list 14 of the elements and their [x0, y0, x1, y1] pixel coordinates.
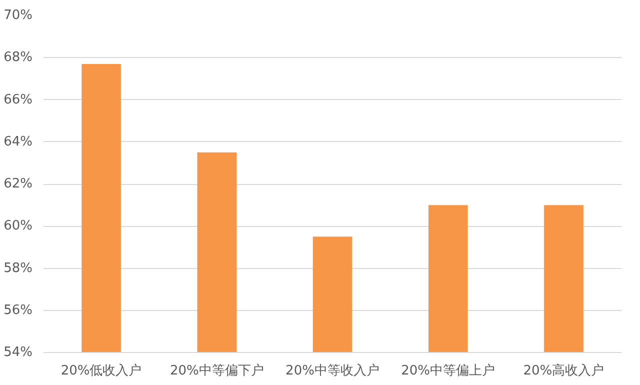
- y-tick-label: 54%: [4, 345, 33, 360]
- y-tick-label: 64%: [4, 134, 33, 150]
- y-tick-label: 56%: [4, 302, 33, 318]
- x-tick-label: 20%中等偏下户: [170, 364, 264, 378]
- x-tick-label: 20%中等偏上户: [401, 364, 496, 378]
- y-tick-label: 68%: [4, 50, 33, 66]
- x-tick-label: 20%高收入户: [523, 362, 604, 378]
- y-tick-label: 70%: [4, 8, 33, 23]
- y-tick-label: 62%: [4, 176, 33, 192]
- x-tick-label: 20%低收入户: [60, 364, 142, 378]
- y-tick-label: 58%: [4, 260, 33, 276]
- x-tick-label: 20%中等收入户: [286, 364, 380, 378]
- y-tick-label: 66%: [4, 92, 33, 108]
- y-tick-label: 60%: [4, 218, 33, 234]
